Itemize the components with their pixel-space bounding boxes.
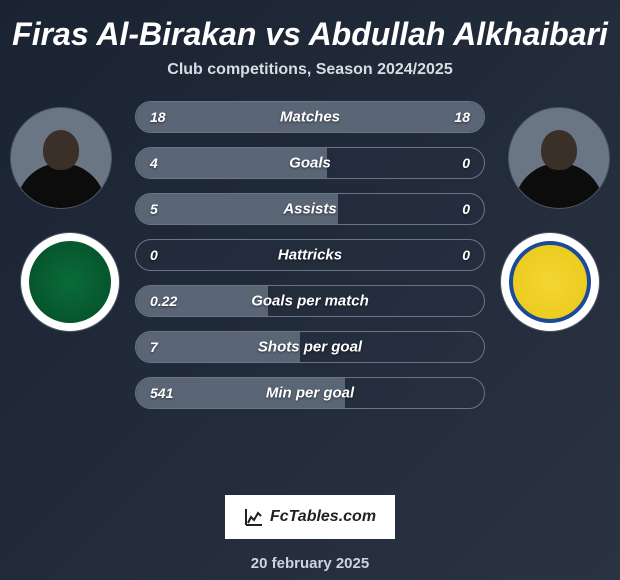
club-left-badge — [20, 232, 120, 332]
stat-row: 7 Shots per goal — [135, 331, 485, 363]
stat-row: 5 Assists 0 — [135, 193, 485, 225]
stat-row: 0 Hattricks 0 — [135, 239, 485, 271]
stat-label: Assists — [283, 201, 336, 218]
stat-value-right: 0 — [462, 247, 470, 263]
shield-icon — [29, 241, 111, 323]
stat-value-left: 7 — [150, 339, 158, 355]
stat-value-right: 0 — [462, 155, 470, 171]
stat-row: 541 Min per goal — [135, 377, 485, 409]
stat-row: 4 Goals 0 — [135, 147, 485, 179]
stat-value-right: 18 — [454, 109, 470, 125]
site-logo[interactable]: FcTables.com — [225, 495, 395, 539]
club-right-badge — [500, 232, 600, 332]
shield-icon — [509, 241, 591, 323]
stat-row: 18 Matches 18 — [135, 101, 485, 133]
stat-value-left: 18 — [150, 109, 166, 125]
footer-date: 20 february 2025 — [0, 555, 620, 572]
stat-label: Goals — [289, 155, 331, 172]
stat-label: Min per goal — [266, 385, 354, 402]
stat-label: Goals per match — [251, 293, 369, 310]
stat-row: 0.22 Goals per match — [135, 285, 485, 317]
site-logo-text: FcTables.com — [270, 508, 376, 526]
comparison-title: Firas Al-Birakan vs Abdullah Alkhaibari — [0, 0, 620, 61]
stat-value-left: 0 — [150, 247, 158, 263]
stat-bars-container: 18 Matches 18 4 Goals 0 5 Assists 0 0 Hattricks 0 0.… — [135, 101, 485, 423]
comparison-subtitle: Club competitions, Season 2024/2025 — [0, 61, 620, 79]
stat-value-right: 0 — [462, 201, 470, 217]
stat-value-left: 541 — [150, 385, 173, 401]
stat-label: Hattricks — [278, 247, 342, 264]
chart-icon — [244, 507, 264, 527]
player-left-avatar — [10, 107, 112, 209]
player-right-avatar — [508, 107, 610, 209]
stat-value-left: 5 — [150, 201, 158, 217]
stat-label: Shots per goal — [258, 339, 362, 356]
stat-value-left: 0.22 — [150, 293, 177, 309]
comparison-content: 18 Matches 18 4 Goals 0 5 Assists 0 0 Hattricks 0 0.… — [0, 97, 620, 477]
stat-value-left: 4 — [150, 155, 158, 171]
stat-label: Matches — [280, 109, 340, 126]
